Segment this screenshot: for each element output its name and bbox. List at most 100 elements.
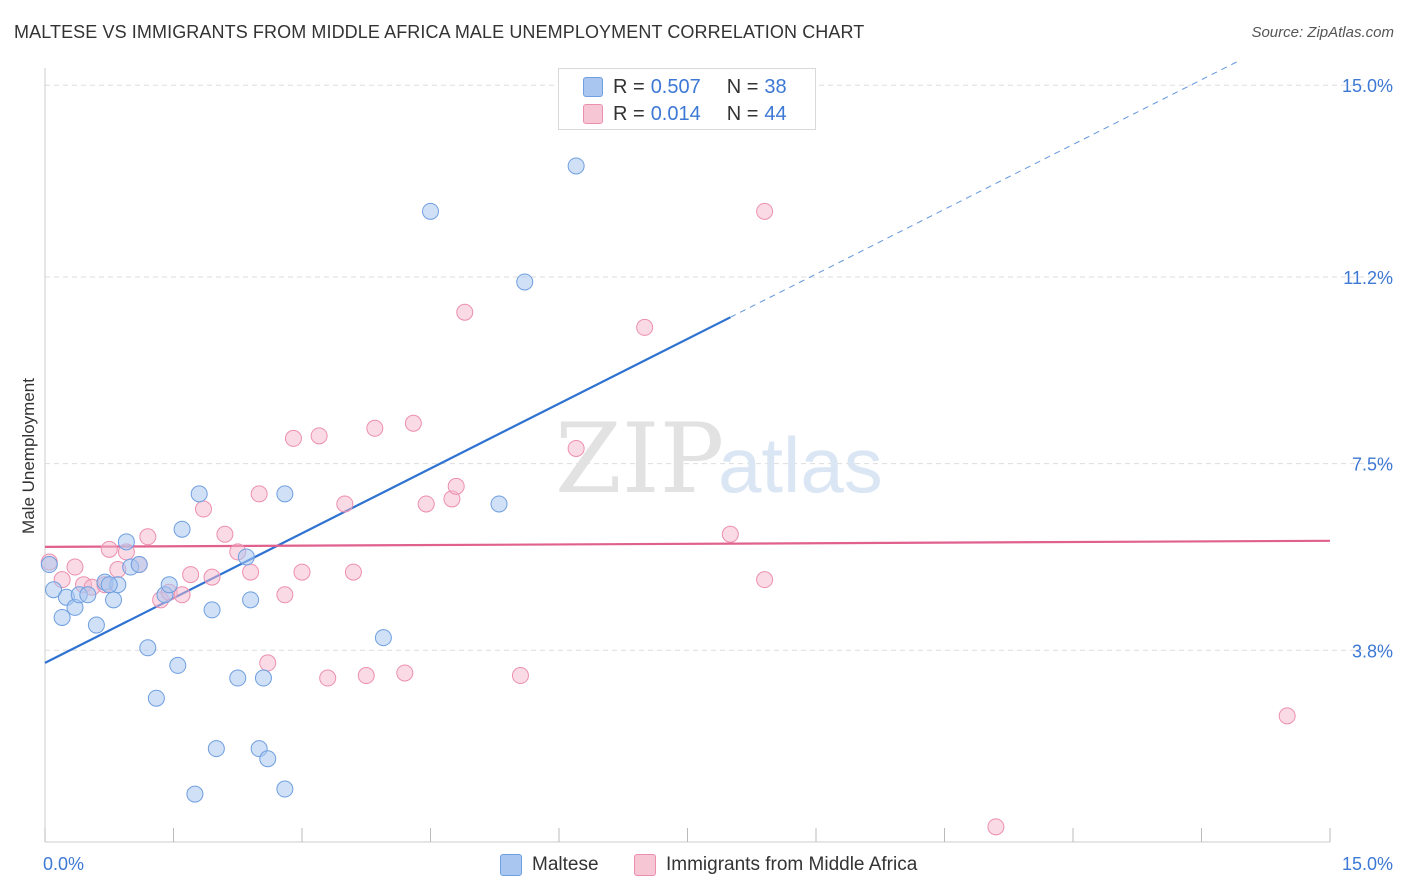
legend-r-label: R = [613, 75, 645, 98]
data-point-middle-africa [216, 525, 234, 543]
data-point-middle-africa [447, 477, 465, 495]
data-point-maltese [169, 656, 187, 674]
data-point-middle-africa [721, 525, 739, 543]
series-legend-maltese: Maltese [500, 852, 599, 878]
data-point-maltese [45, 581, 63, 599]
data-point-maltese [53, 608, 71, 626]
data-point-middle-africa [417, 495, 435, 513]
data-point-maltese [79, 586, 97, 604]
legend-r-value: 0.014 [650, 102, 701, 125]
legend-row-middle-africa: R = 0.014 N = 44 [583, 101, 787, 127]
data-point-maltese [117, 533, 135, 551]
data-point-maltese [567, 157, 585, 175]
data-point-middle-africa [139, 528, 157, 546]
data-point-middle-africa [100, 540, 118, 558]
series-legend: Maltese Immigrants from Middle Africa [0, 852, 1406, 878]
data-point-maltese [422, 202, 439, 220]
data-point-middle-africa [182, 566, 200, 584]
legend-swatch-middle-africa [583, 104, 603, 124]
data-point-middle-africa [66, 558, 84, 576]
y-axis-label: Male Unemployment [19, 378, 38, 534]
legend-r-value: 0.507 [650, 75, 701, 98]
data-point-maltese [276, 780, 294, 798]
legend-n-label: N = [726, 75, 759, 98]
legend-n-value: 38 [764, 75, 787, 98]
data-point-maltese [374, 629, 392, 647]
legend-row-maltese: R = 0.507 N = 38 [583, 74, 787, 100]
watermark-zip: ZIP [555, 403, 724, 515]
trend-lines [44, 59, 1331, 664]
y-tick-label: 15.0% [1342, 76, 1393, 96]
x-tick-label: 15.0% [1342, 854, 1393, 874]
data-point-middle-africa [1278, 707, 1296, 725]
data-point-maltese [100, 576, 118, 594]
data-point-middle-africa [344, 563, 362, 581]
legend-r-label: R = [613, 102, 645, 125]
data-point-middle-africa [396, 664, 414, 682]
data-point-maltese [105, 591, 123, 609]
data-point-maltese [254, 669, 272, 687]
legend-n-label: N = [726, 102, 759, 125]
data-point-middle-africa [336, 495, 354, 513]
data-point-middle-africa [250, 485, 268, 503]
series-legend-middle-africa: Immigrants from Middle Africa [634, 852, 917, 878]
data-point-maltese [139, 639, 157, 657]
data-point-maltese [229, 669, 247, 687]
series-label-middle-africa: Immigrants from Middle Africa [666, 854, 918, 875]
data-point-maltese [242, 591, 260, 609]
data-point-middle-africa [357, 667, 375, 685]
data-point-maltese [237, 548, 255, 566]
data-point-middle-africa [276, 586, 294, 604]
data-point-middle-africa [293, 563, 311, 581]
data-point-maltese [160, 576, 178, 594]
x-tick-label: 0.0% [43, 854, 84, 874]
y-tick-label: 11.2% [1343, 268, 1393, 288]
data-point-middle-africa [987, 818, 1005, 836]
data-point-maltese [186, 785, 204, 803]
data-point-middle-africa [636, 318, 654, 336]
axes [44, 68, 1331, 843]
data-points [40, 157, 1296, 836]
data-point-maltese [259, 750, 277, 768]
data-point-maltese [207, 740, 225, 758]
data-point-middle-africa [173, 586, 191, 604]
data-point-middle-africa [404, 414, 422, 432]
data-point-middle-africa [203, 568, 221, 586]
data-point-maltese [190, 485, 208, 503]
source-label: Source: ZipAtlas.com [1251, 24, 1394, 41]
data-point-maltese [130, 556, 148, 574]
data-point-middle-africa [194, 500, 212, 518]
data-point-middle-africa [756, 202, 774, 220]
data-point-maltese [40, 556, 58, 574]
watermark-atlas: atlas [718, 421, 883, 509]
data-point-middle-africa [756, 571, 774, 589]
data-point-maltese [173, 520, 191, 538]
y-tick-label: 3.8% [1352, 641, 1393, 661]
data-point-middle-africa [456, 303, 474, 321]
data-point-maltese [276, 485, 294, 503]
data-point-maltese [147, 689, 165, 707]
trend-line-maltese-extension [730, 59, 1241, 318]
legend-swatch-maltese [583, 77, 603, 97]
data-point-maltese [203, 601, 221, 619]
y-tick-label: 7.5% [1352, 455, 1393, 475]
series-label-maltese: Maltese [532, 854, 599, 875]
data-point-middle-africa [319, 669, 337, 687]
data-point-middle-africa [310, 427, 328, 445]
data-point-middle-africa [567, 439, 585, 457]
series-swatch-maltese [500, 854, 522, 876]
data-point-middle-africa [242, 563, 260, 581]
legend-n-value: 44 [764, 102, 787, 125]
data-point-middle-africa [366, 419, 384, 437]
data-point-middle-africa [284, 429, 302, 447]
data-point-middle-africa [511, 667, 529, 685]
series-swatch-middle-africa [634, 854, 656, 876]
trend-line-middle-africa [44, 539, 1331, 548]
tick-labels: 3.8% 7.5% 11.2% 15.0% 0.0% 15.0% [43, 76, 1393, 874]
watermark: ZIP atlas [555, 403, 883, 515]
data-point-middle-africa [259, 654, 277, 672]
chart-title: MALTESE VS IMMIGRANTS FROM MIDDLE AFRICA… [14, 22, 865, 42]
data-point-maltese [87, 616, 105, 634]
data-point-maltese [516, 273, 534, 291]
